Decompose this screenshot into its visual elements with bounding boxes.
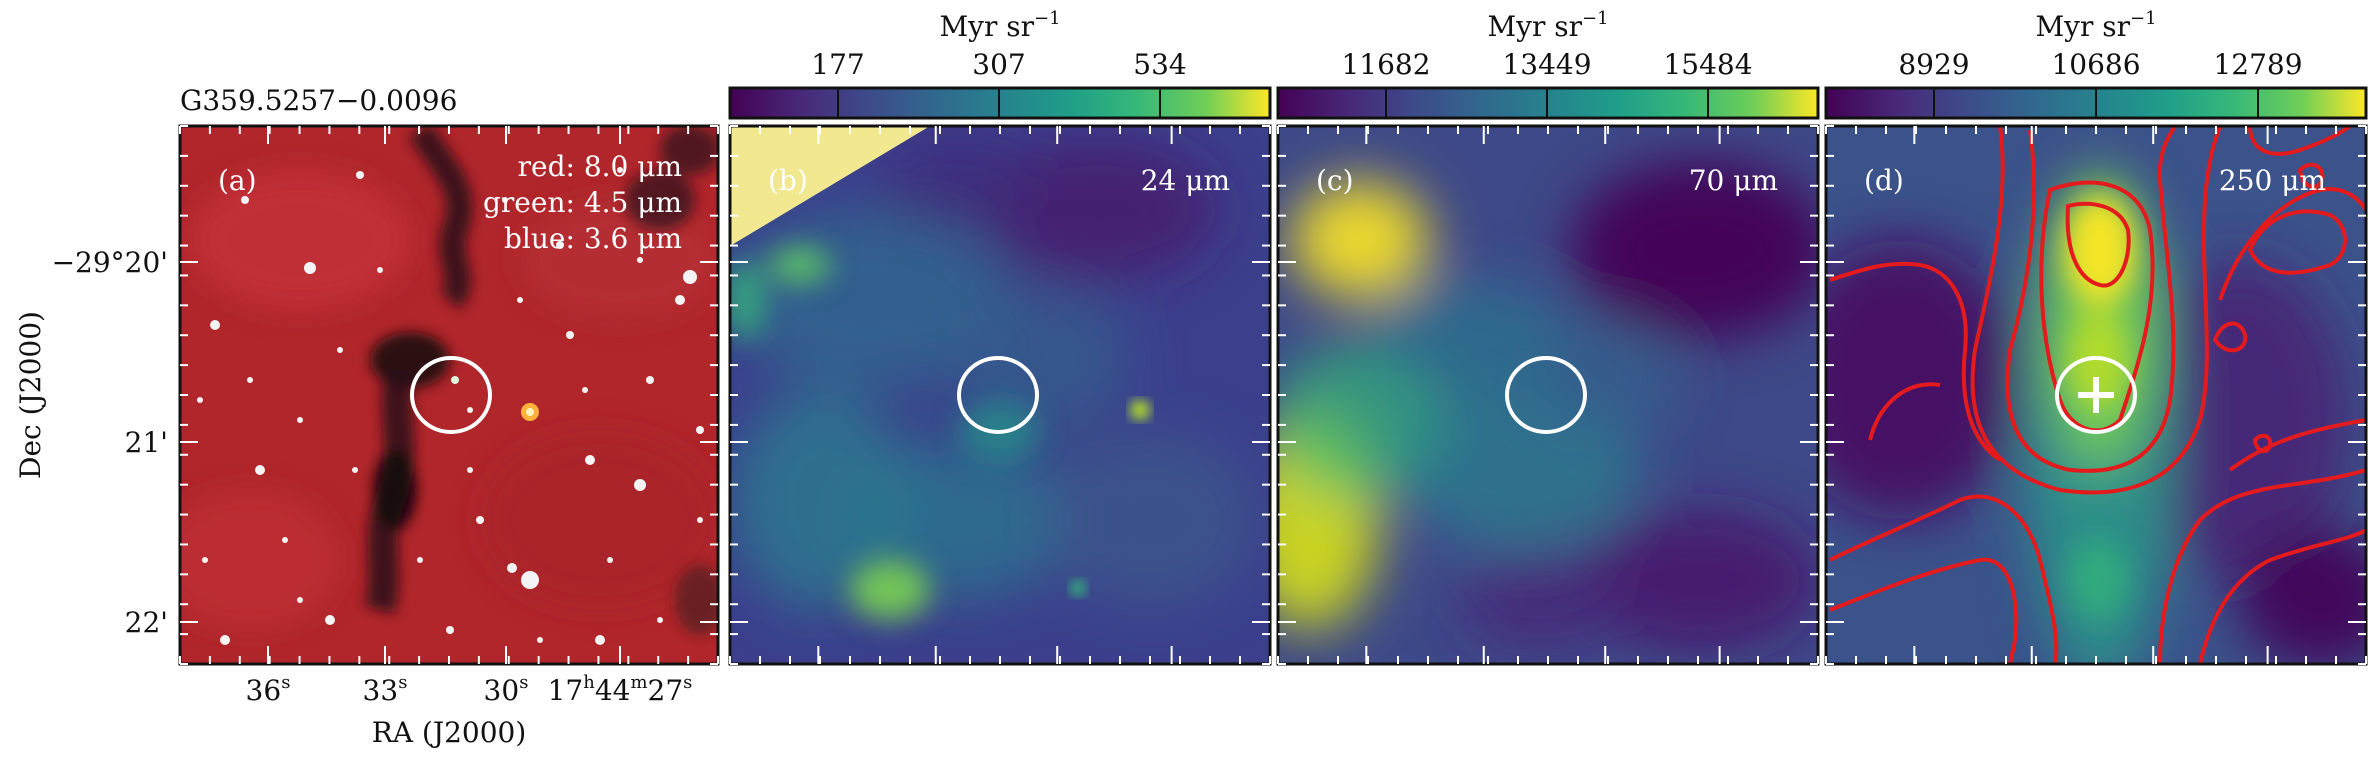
- colorbar-unit-d: Myr sr−1: [2035, 8, 2156, 43]
- panel-label-b: (b): [768, 164, 808, 197]
- y-axis-label: Dec (J2000): [14, 311, 47, 479]
- ra-tick-labels: 36s 33s 30s 17h44m27s: [246, 672, 693, 707]
- panel-label-c: (c): [1316, 164, 1354, 197]
- field-name: G359.5257−0.0096: [180, 84, 457, 117]
- panel-d: (d) 250 μm: [1824, 124, 2368, 666]
- axis-ticks: [179, 125, 2367, 665]
- dec-tick-2: 22': [125, 606, 168, 639]
- panel-c: (c) 70 μm: [1276, 124, 1820, 666]
- panel-b: (b) 24 μm: [728, 124, 1272, 666]
- colorbar-tick-c-1: 13449: [1502, 48, 1591, 81]
- colorbar-tick-d-2: 12789: [2213, 48, 2302, 81]
- colorbar-tick-c-0: 11682: [1341, 48, 1430, 81]
- source-position-plus: [2078, 377, 2114, 413]
- legend-red: red: 8.0 μm: [518, 150, 682, 183]
- legend-blue: blue: 3.6 μm: [504, 222, 682, 255]
- contours: [1829, 126, 2366, 664]
- source-aperture-d: [2055, 356, 2137, 434]
- colorbar-tick-c-2: 15484: [1663, 48, 1752, 81]
- ra-tick-2: 30s: [484, 672, 529, 707]
- colorbar-c: Myr sr−1 11682 13449 15484: [1276, 8, 1820, 120]
- panel-a: (a) red: 8.0 μm green: 4.5 μm blue: 3.6 …: [178, 124, 720, 666]
- panel-label-a: (a): [218, 164, 257, 197]
- colorbar-unit-b: Myr sr−1: [939, 8, 1060, 43]
- source-aperture-c: [1505, 356, 1587, 434]
- panel-label-d: (d): [1864, 164, 1904, 197]
- x-axis-label: RA (J2000): [372, 716, 527, 749]
- legend-green: green: 4.5 μm: [483, 186, 682, 219]
- colorbar-tick-b-1: 307: [972, 48, 1025, 81]
- ra-tick-1: 33s: [363, 672, 408, 707]
- source-aperture-b: [957, 356, 1039, 434]
- colorbar-b: Myr sr−1 177 307 534: [728, 8, 1272, 120]
- colorbar-tick-b-2: 534: [1133, 48, 1186, 81]
- dec-tick-0: −29°20': [52, 246, 168, 279]
- colorbar-tick-d-0: 8929: [1898, 48, 1969, 81]
- ra-tick-0: 36s: [246, 672, 291, 707]
- colorbar-d: Myr sr−1 8929 10686 12789: [1824, 8, 2368, 120]
- dec-tick-labels: −29°20' 21' 22': [52, 246, 168, 639]
- band-label-c: 70 μm: [1689, 164, 1778, 197]
- colorbar-unit-c: Myr sr−1: [1487, 8, 1608, 43]
- colorbar-tick-d-1: 10686: [2051, 48, 2140, 81]
- band-label-b: 24 μm: [1141, 164, 1230, 197]
- dec-tick-1: 21': [125, 426, 168, 459]
- colorbar-tick-b-0: 177: [811, 48, 864, 81]
- band-label-d: 250 μm: [2219, 164, 2326, 197]
- source-aperture-a: [410, 356, 492, 434]
- ra-tick-3: 17h44m27s: [548, 672, 693, 707]
